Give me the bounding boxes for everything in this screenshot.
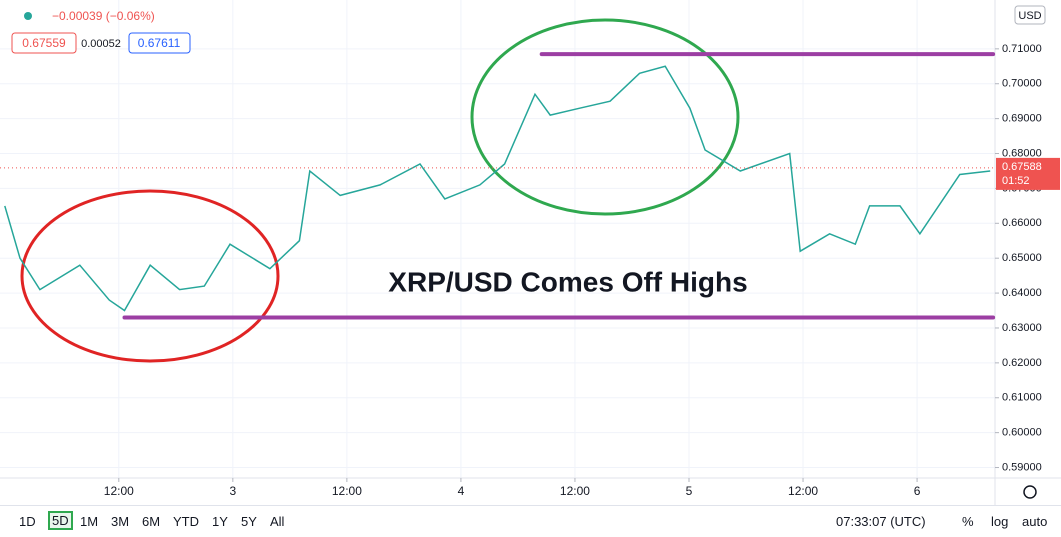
y-tick-label: 0.60000 [1002,427,1042,439]
x-tick-label: 12:00 [104,484,134,498]
x-tick-label: 4 [458,484,465,498]
x-tick-label: 12:00 [788,484,818,498]
currency-badge[interactable] [1014,5,1046,25]
y-tick-label: 0.63000 [1002,322,1042,334]
scale-option[interactable]: auto [1022,514,1048,529]
ask: 0.67611 [138,36,181,50]
highlight-ellipse [20,189,280,363]
y-tick-label: 0.61000 [1002,392,1042,404]
change: −0.00039 (−0.06%) [52,9,155,23]
range-button[interactable]: YTD [173,514,199,529]
range-button[interactable]: 5D [48,511,73,530]
x-tick-label: 12:00 [332,484,362,498]
spread: 0.00052 [81,38,121,50]
currency: USD [1018,10,1041,22]
scale-option[interactable]: % [962,514,974,529]
range-button[interactable]: 1Y [212,514,228,529]
y-tick-label: 0.65000 [1002,252,1042,264]
range-button[interactable]: 1D [19,514,36,529]
bid-box[interactable] [11,32,77,54]
y-tick-label: 0.59000 [1002,461,1042,473]
settings-icon[interactable] [1023,485,1037,499]
ask-box[interactable] [128,32,191,54]
chart-title: XRP/USD Comes Off Highs [388,266,747,297]
chart: XRP/USD Comes Off Highs −0.00039 (−0.06%… [0,0,1061,505]
range-button[interactable]: 1M [80,514,99,529]
highlight-ellipse [470,18,740,216]
clock[interactable]: 07:33:07 (UTC) [836,514,926,529]
y-tick-label: 0.64000 [1002,287,1042,299]
status-dot [24,12,32,20]
range-button[interactable]: 3M [111,514,130,529]
countdown: 01:52 [1002,175,1030,187]
x-tick-label: 3 [229,484,236,498]
range-button[interactable]: All [270,514,285,529]
y-tick-label: 0.69000 [1002,113,1042,125]
bid: 0.67559 [22,36,66,50]
y-tick-label: 0.71000 [1002,43,1042,55]
range-button[interactable]: 5Y [241,514,257,529]
y-tick-label: 0.62000 [1002,357,1042,369]
range-button[interactable]: 6M [142,514,161,529]
x-tick-label: 5 [686,484,693,498]
y-tick-label: 0.68000 [1002,147,1042,159]
last-price-label: 0.67588 [1002,161,1042,173]
toolbar: 1D 5D 1M 3M 6M YTD 1Y 5Y All 07:33:07 (UTC)% log au… [0,505,1061,537]
x-tick-label: 12:00 [560,484,590,498]
x-tick-label: 6 [914,484,921,498]
scale-option[interactable]: log [991,514,1009,529]
y-tick-label: 0.70000 [1002,78,1042,90]
last-price-tag [996,157,1060,190]
y-tick-label: 0.66000 [1002,217,1042,229]
price-line [4,65,991,312]
